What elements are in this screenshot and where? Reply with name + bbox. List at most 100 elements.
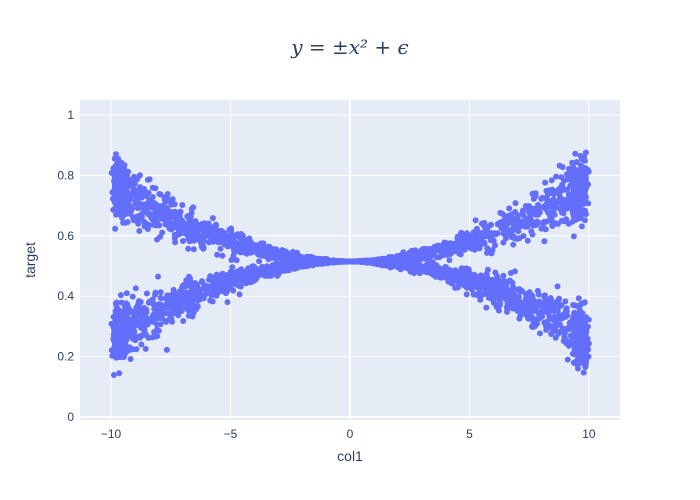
scatter-point [330, 258, 337, 265]
scatter-point [132, 285, 139, 292]
scatter-point [582, 347, 589, 354]
scatter-point [210, 285, 217, 292]
scatter-point [503, 304, 510, 311]
scatter-point [470, 229, 477, 236]
scatter-point [267, 266, 274, 273]
scatter-point [200, 231, 207, 238]
scatter-point [258, 240, 265, 247]
scatter-point [113, 211, 120, 218]
scatter-point [145, 203, 152, 210]
scatter-point [144, 211, 151, 217]
scatter-point [155, 273, 161, 280]
scatter-point [530, 306, 536, 313]
scatter-point [507, 270, 514, 276]
scatter-point [429, 259, 436, 266]
scatter-point [580, 369, 587, 376]
scatter-point [527, 313, 534, 320]
scatter-point [546, 313, 553, 320]
scatter-point [164, 292, 171, 299]
scatter-point [158, 302, 164, 309]
scatter-point [157, 321, 164, 328]
scatter-point [248, 270, 255, 277]
scatter-point [488, 221, 494, 228]
scatter-point [179, 299, 185, 306]
scatter-point [463, 242, 469, 249]
scatter-point [494, 230, 501, 237]
scatter-point [115, 196, 122, 203]
scatter-point [164, 218, 171, 225]
scatter-point [466, 276, 473, 283]
scatter-point [204, 228, 211, 235]
scatter-point [115, 315, 122, 322]
scatter-point [243, 274, 249, 280]
scatter-point [122, 313, 129, 320]
scatter-point [564, 325, 571, 332]
scatter-point [149, 216, 156, 223]
scatter-point [521, 304, 528, 311]
scatter-point [557, 329, 564, 335]
scatter-point [306, 254, 313, 261]
scatter-point [213, 231, 219, 238]
scatter-point [116, 345, 123, 352]
scatter-point [136, 228, 143, 234]
scatter-point [229, 264, 236, 271]
scatter-point [579, 207, 586, 214]
scatter-point [146, 298, 153, 305]
scatter-point [389, 263, 396, 270]
scatter-point [541, 203, 548, 210]
scatter-point [563, 308, 570, 315]
scatter-point [141, 326, 148, 333]
scatter-point [581, 333, 588, 340]
scatter-point [571, 169, 578, 176]
scatter-point [546, 203, 553, 210]
scatter-point [113, 308, 120, 315]
scatter-point [217, 245, 224, 252]
scatter-point [552, 220, 559, 227]
scatter-point [530, 195, 537, 202]
scatter-point [504, 220, 511, 227]
scatter-point [115, 352, 122, 359]
scatter-point [497, 289, 504, 296]
scatter-point [171, 214, 178, 221]
scatter-point [574, 361, 581, 368]
scatter-point [277, 249, 284, 255]
x-tick-label: −10 [101, 427, 122, 441]
scatter-point [217, 288, 224, 295]
scatter-point [532, 316, 539, 323]
scatter-point [477, 296, 484, 303]
scatter-point [438, 247, 445, 254]
scatter-point [573, 343, 580, 350]
scatter-point [582, 327, 589, 334]
scatter-point [121, 211, 128, 218]
scatter-point [506, 277, 513, 284]
scatter-point [115, 321, 122, 328]
scatter-point [189, 313, 196, 320]
scatter-point [206, 239, 212, 246]
scatter-point [136, 172, 143, 179]
scatter-point [573, 330, 580, 337]
scatter-point [209, 215, 216, 222]
scatter-point [503, 227, 510, 234]
scatter-point [134, 205, 141, 212]
x-tick-label: −5 [224, 427, 238, 441]
scatter-point [407, 260, 414, 267]
scatter-point [495, 307, 502, 314]
scatter-point [548, 216, 555, 223]
scatter-point [111, 185, 118, 192]
scatter-point [481, 239, 488, 246]
scatter-point [578, 201, 585, 208]
scatter-point [543, 326, 550, 333]
scatter-point [114, 156, 121, 163]
scatter-point [534, 221, 541, 228]
scatter-point [112, 225, 119, 232]
scatter-point [129, 325, 136, 332]
scatter-point [249, 278, 256, 285]
scatter-point [136, 186, 143, 193]
scatter-point [228, 231, 235, 238]
data-points [108, 149, 592, 378]
scatter-point [213, 292, 220, 299]
scatter-point [577, 180, 584, 187]
scatter-point [572, 176, 579, 183]
scatter-point [240, 242, 247, 249]
scatter-point [558, 174, 565, 181]
